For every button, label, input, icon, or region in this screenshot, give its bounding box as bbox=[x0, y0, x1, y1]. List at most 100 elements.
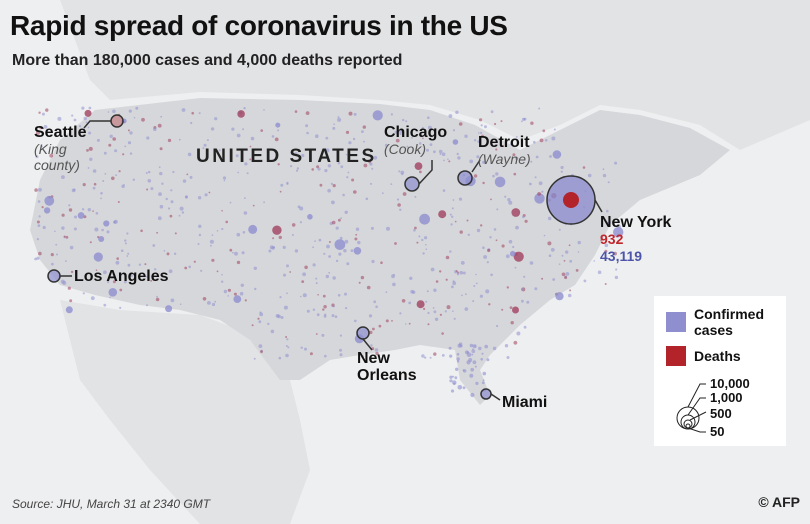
case-marker bbox=[352, 137, 356, 141]
case-marker bbox=[421, 238, 424, 242]
case-marker bbox=[416, 300, 425, 309]
case-marker bbox=[597, 270, 602, 275]
case-marker bbox=[490, 110, 494, 114]
case-marker bbox=[322, 308, 325, 311]
case-marker bbox=[549, 155, 552, 158]
case-marker bbox=[613, 251, 617, 256]
case-marker bbox=[37, 224, 41, 228]
case-marker bbox=[506, 286, 509, 289]
case-marker bbox=[61, 226, 65, 230]
case-marker bbox=[490, 198, 492, 201]
case-marker bbox=[486, 358, 490, 362]
case-marker bbox=[374, 348, 379, 352]
case-marker bbox=[406, 145, 409, 148]
case-marker bbox=[254, 287, 257, 291]
case-marker bbox=[372, 327, 375, 331]
case-marker bbox=[439, 313, 442, 316]
case-marker bbox=[257, 317, 260, 320]
city-name: New Orleans bbox=[357, 350, 417, 384]
case-marker bbox=[182, 179, 187, 183]
case-marker bbox=[513, 172, 517, 176]
case-marker bbox=[119, 272, 122, 275]
case-marker bbox=[301, 153, 305, 158]
case-marker bbox=[270, 329, 275, 334]
case-marker bbox=[523, 275, 526, 278]
case-marker bbox=[483, 255, 487, 259]
case-marker bbox=[445, 255, 450, 260]
case-marker bbox=[44, 195, 55, 206]
case-marker bbox=[530, 160, 533, 163]
case-marker bbox=[141, 117, 145, 122]
case-marker bbox=[330, 182, 333, 185]
case-marker bbox=[200, 269, 203, 272]
case-marker bbox=[456, 360, 460, 363]
case-marker bbox=[161, 182, 164, 185]
case-marker bbox=[433, 352, 437, 356]
case-marker bbox=[100, 192, 103, 195]
case-marker bbox=[291, 234, 294, 236]
case-marker bbox=[538, 181, 543, 186]
case-marker bbox=[291, 223, 296, 227]
case-marker bbox=[488, 303, 491, 306]
case-marker bbox=[241, 251, 245, 255]
case-marker bbox=[92, 169, 97, 173]
case-marker bbox=[462, 271, 466, 275]
case-marker bbox=[124, 242, 127, 245]
case-marker bbox=[68, 208, 73, 212]
case-marker bbox=[208, 191, 211, 194]
case-marker bbox=[98, 236, 105, 242]
case-marker bbox=[353, 112, 357, 116]
case-marker bbox=[471, 353, 474, 356]
case-marker bbox=[82, 292, 85, 295]
case-markers-layer bbox=[34, 106, 624, 398]
case-marker bbox=[304, 347, 307, 351]
case-marker bbox=[69, 245, 74, 250]
case-marker bbox=[305, 124, 309, 128]
case-marker bbox=[449, 354, 453, 358]
case-marker bbox=[492, 174, 495, 178]
case-marker bbox=[81, 208, 85, 211]
case-marker bbox=[302, 293, 307, 298]
case-marker bbox=[481, 352, 484, 355]
case-marker bbox=[342, 193, 345, 197]
legend-scale-500: 500 bbox=[710, 406, 732, 421]
case-marker bbox=[427, 323, 430, 326]
case-marker bbox=[430, 267, 435, 272]
case-marker bbox=[119, 306, 122, 309]
case-marker bbox=[126, 232, 129, 235]
case-marker bbox=[348, 141, 352, 145]
case-marker bbox=[82, 183, 86, 187]
case-marker bbox=[93, 182, 97, 186]
case-marker bbox=[563, 259, 566, 262]
case-marker bbox=[50, 253, 54, 257]
case-marker bbox=[458, 197, 463, 201]
case-marker bbox=[159, 171, 163, 176]
case-marker bbox=[88, 131, 92, 135]
case-marker bbox=[181, 211, 185, 214]
case-marker bbox=[169, 214, 173, 218]
case-marker bbox=[478, 132, 480, 134]
case-marker bbox=[299, 221, 302, 224]
case-marker bbox=[439, 153, 442, 155]
case-marker bbox=[87, 167, 90, 169]
case-marker bbox=[351, 178, 355, 182]
case-marker bbox=[452, 375, 454, 378]
case-marker bbox=[425, 300, 428, 303]
case-marker bbox=[221, 210, 223, 212]
case-marker bbox=[433, 310, 437, 314]
case-marker bbox=[373, 155, 378, 160]
case-marker bbox=[398, 129, 403, 134]
case-marker bbox=[507, 198, 511, 202]
usa-landmass bbox=[30, 98, 730, 405]
case-marker bbox=[155, 297, 160, 302]
case-marker bbox=[165, 197, 168, 201]
case-marker bbox=[484, 344, 489, 349]
case-marker bbox=[74, 215, 77, 219]
case-marker bbox=[607, 181, 610, 184]
case-marker bbox=[504, 344, 509, 348]
case-marker bbox=[96, 138, 100, 142]
case-marker bbox=[249, 145, 252, 148]
case-marker bbox=[452, 129, 456, 132]
case-marker bbox=[116, 257, 119, 260]
case-marker bbox=[325, 274, 329, 279]
